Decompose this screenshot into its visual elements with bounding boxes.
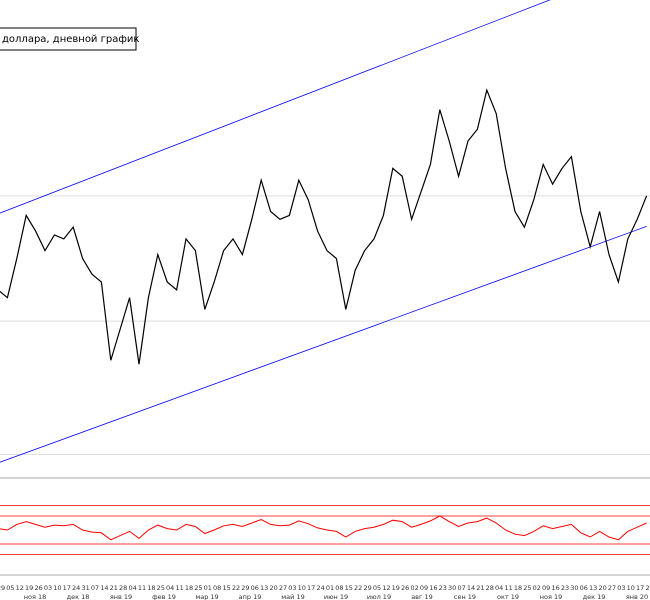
month-label: май 19 [281, 593, 304, 600]
x-tick-label: 14 [467, 584, 475, 592]
x-tick-label: 23 [561, 584, 569, 592]
x-tick-label: 08 [213, 584, 221, 592]
x-tick-label: 17 [307, 584, 315, 592]
month-label: дек 19 [583, 593, 606, 600]
month-label: янв 19 [110, 593, 132, 600]
month-label: сен 19 [454, 593, 476, 600]
x-tick-label: 01 [204, 584, 212, 592]
x-tick-label: 13 [260, 584, 268, 592]
x-tick-label: 22 [232, 584, 240, 592]
x-tick-label: 05 [6, 584, 14, 592]
x-tick-label: 12 [382, 584, 390, 592]
x-tick-label: 17 [636, 584, 644, 592]
x-tick-label: 30 [570, 584, 578, 592]
x-tick-label: 22 [354, 584, 362, 592]
x-tick-label: 08 [335, 584, 343, 592]
x-tick-label: 02 [410, 584, 418, 592]
month-label: фев 19 [152, 593, 176, 600]
month-label: июн 19 [324, 593, 348, 600]
x-tick-label: 26 [401, 584, 409, 592]
x-tick-label: 29 [363, 584, 371, 592]
x-tick-label: 05 [373, 584, 381, 592]
x-tick-label: 24 [645, 584, 650, 592]
x-tick-label: 04 [495, 584, 503, 592]
x-tick-label: 21 [110, 584, 118, 592]
x-tick-label: 09 [542, 584, 550, 592]
x-tick-label: 10 [53, 584, 61, 592]
x-tick-label: 21 [476, 584, 484, 592]
x-tick-label: 24 [316, 584, 324, 592]
x-tick-label: 03 [617, 584, 625, 592]
x-tick-label: 29 [241, 584, 249, 592]
month-label: авг 19 [411, 593, 433, 600]
month-label: окт 19 [497, 593, 519, 600]
x-tick-label: 14 [100, 584, 108, 592]
x-tick-label: 19 [392, 584, 400, 592]
oscillator-line [0, 515, 647, 541]
x-tick-label: 15 [345, 584, 353, 592]
x-tick-label: 16 [551, 584, 559, 592]
x-tick-label: 25 [157, 584, 165, 592]
x-tick-label: 02 [533, 584, 541, 592]
x-tick-label: 30 [448, 584, 456, 592]
title-box [0, 27, 137, 51]
month-label: дек 18 [67, 593, 90, 600]
month-label: ноя 18 [24, 593, 46, 600]
x-tick-label: 28 [119, 584, 127, 592]
x-tick-label: 28 [486, 584, 494, 592]
month-label: янв 20 [626, 593, 648, 600]
x-tick-label: 24 [72, 584, 80, 592]
x-tick-label: 19 [25, 584, 33, 592]
x-tick-label: 16 [429, 584, 437, 592]
x-tick-label: 15 [222, 584, 230, 592]
x-tick-label: 12 [16, 584, 24, 592]
x-tick-label: 11 [138, 584, 146, 592]
x-tick-label: 27 [608, 584, 616, 592]
x-tick-label: 06 [251, 584, 259, 592]
x-tick-label: 31 [81, 584, 89, 592]
x-tick-label: 23 [439, 584, 447, 592]
x-tick-label: 26 [34, 584, 42, 592]
x-tick-label: 06 [580, 584, 588, 592]
x-tick-label: 10 [298, 584, 306, 592]
x-tick-label: 29 [0, 584, 5, 592]
x-tick-label: 18 [514, 584, 522, 592]
x-tick-label: 18 [147, 584, 155, 592]
x-tick-label: 07 [457, 584, 465, 592]
month-label: ноя 19 [540, 593, 562, 600]
trend-line [0, 0, 551, 214]
x-tick-label: 20 [269, 584, 277, 592]
x-tick-label: 03 [44, 584, 52, 592]
x-tick-label: 20 [598, 584, 606, 592]
x-tick-label: 01 [326, 584, 334, 592]
x-tick-label: 10 [627, 584, 635, 592]
x-tick-label: 17 [63, 584, 71, 592]
x-tick-label: 04 [166, 584, 174, 592]
chart-title: доллара, дневной график [2, 34, 139, 45]
x-tick-label: 03 [288, 584, 296, 592]
trend-line [0, 226, 647, 463]
x-tick-label: 25 [523, 584, 531, 592]
x-tick-label: 04 [128, 584, 136, 592]
x-tick-label: 27 [279, 584, 287, 592]
x-tick-label: 18 [185, 584, 193, 592]
x-tick-label: 25 [194, 584, 202, 592]
x-tick-label: 11 [504, 584, 512, 592]
price-line [0, 88, 648, 365]
month-label: июл 19 [367, 593, 391, 600]
x-tick-label: 09 [420, 584, 428, 592]
x-tick-label: 11 [175, 584, 183, 592]
month-label: мар 19 [195, 593, 218, 600]
x-tick-label: 07 [91, 584, 99, 592]
month-label: апр 19 [239, 593, 262, 600]
x-tick-label: 13 [589, 584, 597, 592]
